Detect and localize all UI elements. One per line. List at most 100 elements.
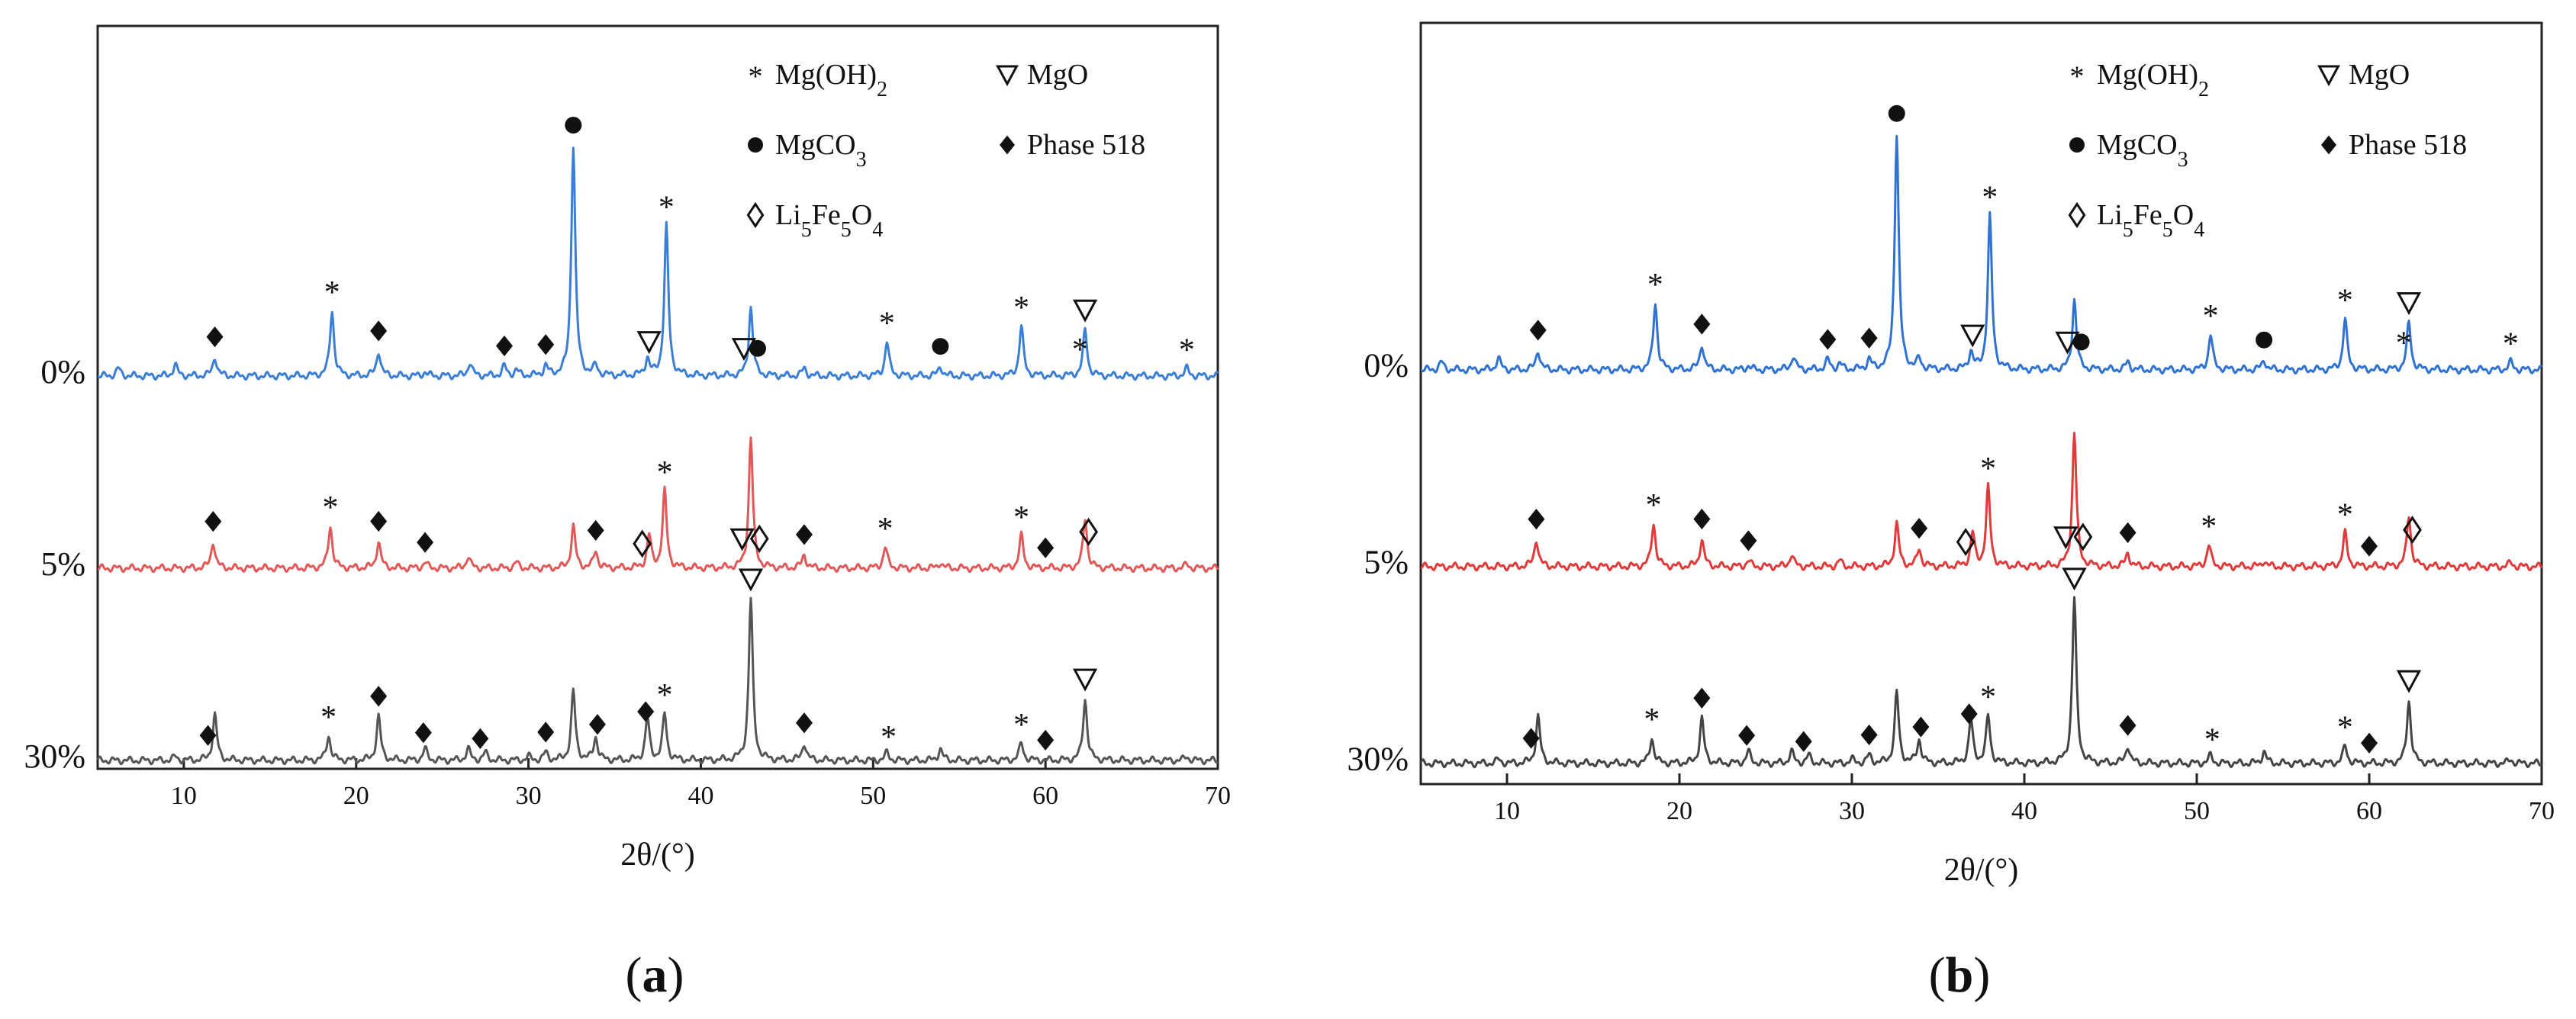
peak-marker-star: * <box>324 275 340 310</box>
peak-marker-circle <box>932 338 949 355</box>
peak-marker-diamond-filled <box>588 714 606 735</box>
peak-marker-star: * <box>1982 181 1998 216</box>
peak-marker-star: * <box>1980 680 1996 715</box>
peak-marker-triangle-open <box>729 528 755 551</box>
peak-marker-star: * <box>322 490 338 526</box>
peak-marker-diamond-filled <box>1740 530 1757 551</box>
legend-symbol-diamond-open <box>2068 201 2086 229</box>
peak-marker-star: * <box>1646 488 1662 523</box>
peak-marker-diamond-filled <box>1528 509 1545 530</box>
peak-marker-triangle-open <box>2396 292 2422 316</box>
peak-marker-star: * <box>2396 326 2412 361</box>
legend-symbol-triangle-open <box>2317 65 2340 87</box>
peak-marker-star: * <box>877 512 894 547</box>
peak-marker-star: * <box>2337 710 2353 745</box>
peak-marker-diamond-filled <box>1693 687 1711 709</box>
peak-marker-circle <box>749 339 766 357</box>
peak-marker-diamond-filled <box>417 532 434 553</box>
peak-marker-star: * <box>1013 708 1029 743</box>
peak-marker-diamond-filled <box>1529 320 1547 341</box>
series-label-30pct: 30% <box>1347 741 1409 778</box>
peak-marker-star: * <box>657 455 673 490</box>
peak-marker-star: * <box>1980 452 1996 487</box>
plot-frame <box>96 24 1219 770</box>
peak-marker-diamond-filled <box>537 334 555 355</box>
peak-marker-diamond-open <box>1079 517 1098 546</box>
x-tick-label: 60 <box>2356 797 2382 825</box>
peak-marker-triangle-open <box>636 331 662 355</box>
series-label-5pct: 5% <box>40 545 85 583</box>
x-axis-label: 2θ/(°) <box>1944 853 2019 888</box>
trace-0pct <box>97 146 1219 381</box>
peak-marker-star: * <box>879 306 895 341</box>
legend-symbol-diamond-filled <box>2321 135 2336 155</box>
peak-marker-triangle-open <box>2062 567 2087 591</box>
trace-5pct <box>97 436 1219 574</box>
peak-marker-diamond-filled <box>370 686 388 707</box>
peak-marker-star: * <box>1647 268 1663 303</box>
peak-marker-diamond-filled <box>204 510 222 532</box>
peak-marker-triangle-open <box>2396 670 2422 693</box>
peak-marker-circle <box>565 117 582 134</box>
peak-marker-diamond-filled <box>1693 313 1711 335</box>
peak-marker-diamond-filled <box>1037 537 1055 558</box>
panel-a: 10 20 30 40 50 60 70 2θ/(°) 0% 5% 30% * * * * * * * * * * * * *… <box>24 24 1231 873</box>
peak-marker-diamond-open <box>2073 522 2093 551</box>
peak-marker-diamond-filled <box>1693 508 1711 530</box>
peak-marker-diamond-filled <box>1795 731 1812 752</box>
peak-marker-triangle-open <box>2053 526 2079 550</box>
peak-marker-star: * <box>2337 283 2353 318</box>
peak-marker-circle <box>2072 333 2090 351</box>
peak-marker-diamond-filled <box>495 335 513 357</box>
legend-label: Phase 518 <box>1027 129 1145 161</box>
peak-marker-star: * <box>2201 510 2217 545</box>
x-tick-label: 50 <box>2184 797 2210 825</box>
legend-label: MgCO3 <box>2097 129 2188 172</box>
peak-marker-diamond-filled <box>2361 535 2378 557</box>
series-label-0pct: 0% <box>40 353 85 391</box>
caption-a: (a) <box>626 947 684 1003</box>
x-tick-label: 20 <box>1666 797 1692 825</box>
legend-label: Mg(OH)2 <box>2097 59 2209 101</box>
peak-marker-diamond-filled <box>1860 724 1878 746</box>
peak-marker-diamond-filled <box>637 701 655 722</box>
legend-symbol-circle <box>748 137 763 153</box>
trace-0pct <box>1420 134 2543 375</box>
peak-marker-diamond-filled <box>199 725 217 746</box>
peak-marker-diamond-filled <box>1860 327 1878 349</box>
legend-symbol-diamond-filled <box>1000 135 1015 155</box>
trace-30pct <box>96 596 1219 766</box>
series-label-30pct: 30% <box>24 738 85 775</box>
series-label-0pct: 0% <box>1364 347 1409 384</box>
peak-marker-diamond-open <box>2403 516 2422 545</box>
peak-marker-diamond-filled <box>1911 518 1928 539</box>
x-tick-label: 10 <box>171 782 197 810</box>
peak-marker-diamond-filled <box>414 722 432 744</box>
trace-5pct <box>1420 432 2543 572</box>
peak-marker-star: * <box>1644 702 1660 738</box>
legend-label: MgO <box>1027 59 1088 91</box>
series-label-5pct: 5% <box>1364 544 1409 581</box>
trace-30pct <box>1419 596 2542 769</box>
x-tick-label: 10 <box>1494 797 1520 825</box>
legend-label: MgCO3 <box>775 129 867 172</box>
peak-marker-diamond-open <box>1956 528 1975 557</box>
peak-marker-star: * <box>320 700 336 735</box>
peak-marker-triangle-open <box>738 568 764 592</box>
peak-marker-star: * <box>657 678 673 713</box>
peak-marker-diamond-filled <box>1960 703 1978 725</box>
peak-marker-diamond-open <box>749 524 769 553</box>
legend-symbol-triangle-open <box>996 65 1019 87</box>
legend-symbol-circle <box>2069 137 2085 153</box>
peak-marker-triangle-open <box>731 338 757 362</box>
peak-marker-star: * <box>1179 333 1195 368</box>
peak-marker-diamond-filled <box>472 728 489 749</box>
x-tick-label: 70 <box>1205 782 1231 810</box>
x-tick-label: 40 <box>2011 797 2037 825</box>
peak-marker-star: * <box>2204 723 2220 758</box>
peak-marker-diamond-filled <box>370 510 388 532</box>
x-tick-label: 50 <box>860 782 886 810</box>
peak-marker-star: * <box>881 720 897 755</box>
panel-b: 10 20 30 40 50 60 70 2θ/(°) 0% 5% 30% * * * * * * * * * * * * *… <box>1347 21 2555 888</box>
peak-marker-star: * <box>658 191 675 226</box>
